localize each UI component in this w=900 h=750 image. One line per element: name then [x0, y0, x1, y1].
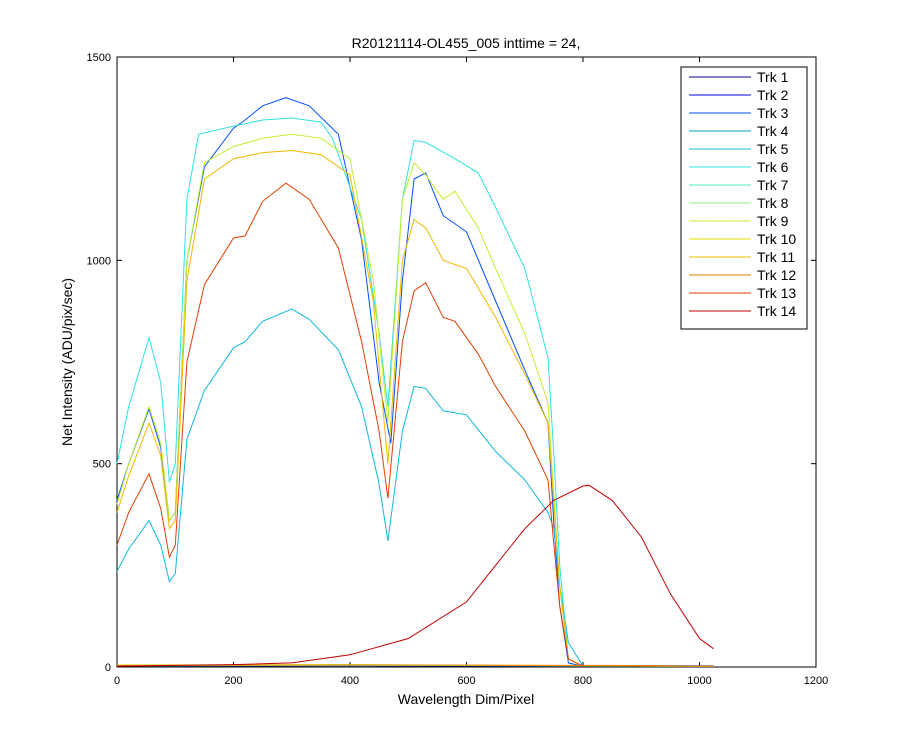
series-line-trk-6 [116, 117, 584, 667]
legend-entry: Trk 4 [757, 123, 789, 139]
legend-entry: Trk 2 [757, 87, 789, 103]
series-line-trk-5 [116, 308, 584, 667]
y-tick-label: 0 [105, 662, 111, 674]
legend-entry: Trk 5 [757, 141, 789, 157]
series-line-trk-12 [116, 664, 714, 667]
y-tick-label: 1500 [87, 52, 111, 64]
legend-entry: Trk 11 [757, 249, 795, 265]
legend: Trk 1 Trk 2 Trk 3 Trk 4 Trk 5 Trk 6 Trk 7 Trk 8… [680, 66, 808, 330]
series-line-trk-14 [116, 484, 714, 667]
axis-ticks: 0 200 400 600 800 1000 1200 0 500 1000 1500 [87, 52, 829, 687]
series-lines [116, 97, 714, 667]
legend-entry: Trk 6 [757, 159, 789, 175]
legend-entry: Trk 7 [757, 177, 789, 193]
x-tick-label: 800 [574, 675, 592, 687]
legend-entry: Trk 3 [757, 105, 789, 121]
series-line-trk-13 [116, 182, 584, 667]
y-axis-title: Net Intensity (ADU/pix/sec) [59, 278, 75, 446]
legend-entry: Trk 12 [757, 267, 796, 283]
x-tick-label: 0 [114, 675, 120, 687]
legend-entry: Trk 8 [757, 195, 789, 211]
x-tick-label: 400 [341, 675, 359, 687]
legend-entry: Trk 9 [757, 213, 789, 229]
legend-entry: Trk 1 [757, 69, 789, 85]
legend-entry: Trk 13 [757, 285, 796, 301]
legend-box [680, 66, 808, 330]
legend-entry: Trk 14 [757, 303, 796, 319]
x-tick-label: 600 [457, 675, 475, 687]
y-tick-label: 1000 [87, 255, 111, 267]
x-axis-title: Wavelength Dim/Pixel [398, 691, 534, 707]
x-tick-label: 1200 [804, 675, 828, 687]
x-tick-label: 200 [224, 675, 242, 687]
legend-entry: Trk 10 [757, 231, 796, 247]
x-tick-label: 1000 [687, 675, 711, 687]
series-line-trk-9 [116, 133, 584, 667]
series-line-trk-11 [116, 149, 584, 667]
y-tick-label: 500 [93, 459, 111, 471]
chart-title: R20121114-OL455_005 inttime = 24, [352, 35, 581, 51]
